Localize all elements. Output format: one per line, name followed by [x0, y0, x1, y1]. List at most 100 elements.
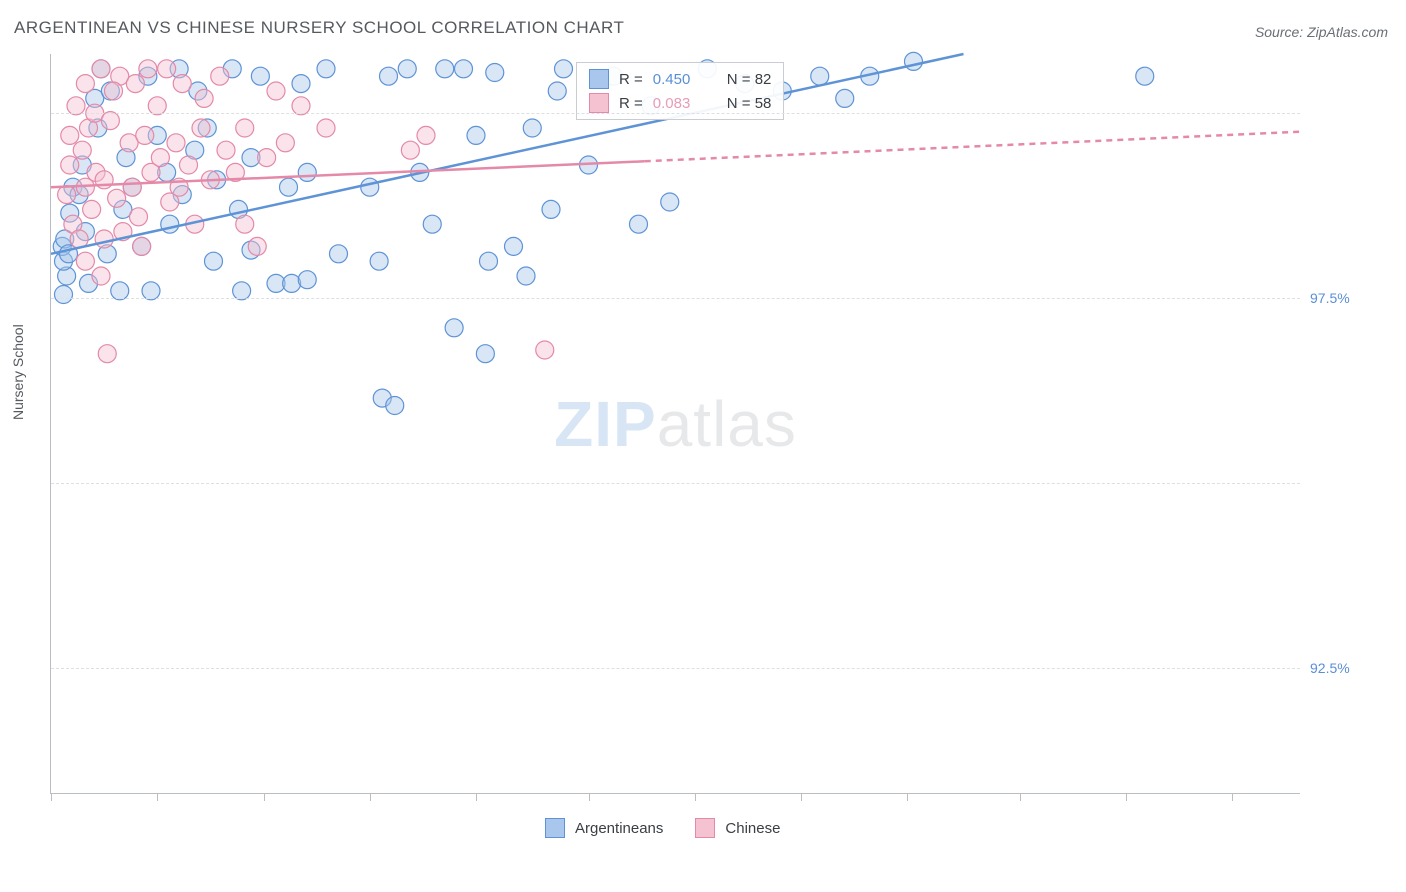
data-point[interactable]	[401, 141, 419, 159]
data-point[interactable]	[161, 215, 179, 233]
data-point[interactable]	[630, 215, 648, 233]
data-point[interactable]	[1136, 67, 1154, 85]
x-tick	[157, 793, 158, 801]
r-label: R =	[619, 71, 643, 88]
x-tick	[1232, 793, 1233, 801]
data-point[interactable]	[105, 82, 123, 100]
data-point[interactable]	[217, 141, 235, 159]
data-point[interactable]	[136, 126, 154, 144]
data-point[interactable]	[151, 149, 169, 167]
data-point[interactable]	[517, 267, 535, 285]
data-point[interactable]	[123, 178, 141, 196]
data-point[interactable]	[436, 60, 454, 78]
data-point[interactable]	[236, 119, 254, 137]
data-point[interactable]	[811, 67, 829, 85]
data-point[interactable]	[486, 64, 504, 82]
legend-swatch	[545, 818, 565, 838]
data-point[interactable]	[139, 60, 157, 78]
data-point[interactable]	[76, 75, 94, 93]
data-point[interactable]	[142, 282, 160, 300]
data-point[interactable]	[317, 60, 335, 78]
data-point[interactable]	[67, 97, 85, 115]
data-point[interactable]	[555, 60, 573, 78]
data-point[interactable]	[292, 97, 310, 115]
data-point[interactable]	[98, 345, 116, 363]
legend-row: R =0.083N = 58	[585, 91, 775, 115]
legend-swatch	[589, 69, 609, 89]
data-point[interactable]	[205, 252, 223, 270]
data-point[interactable]	[370, 252, 388, 270]
data-point[interactable]	[467, 126, 485, 144]
data-point[interactable]	[236, 215, 254, 233]
data-point[interactable]	[108, 189, 126, 207]
scatter-plot-area: ZIPatlas R =0.450N = 82R =0.083N = 58 92…	[50, 54, 1300, 794]
data-point[interactable]	[58, 186, 76, 204]
r-value: 0.450	[653, 71, 705, 88]
data-point[interactable]	[280, 178, 298, 196]
data-point[interactable]	[61, 126, 79, 144]
data-point[interactable]	[73, 141, 91, 159]
data-point[interactable]	[133, 237, 151, 255]
data-point[interactable]	[180, 156, 198, 174]
data-point[interactable]	[380, 67, 398, 85]
x-tick	[801, 793, 802, 801]
data-point[interactable]	[292, 75, 310, 93]
data-point[interactable]	[248, 237, 266, 255]
data-point[interactable]	[83, 200, 101, 218]
data-point[interactable]	[126, 75, 144, 93]
data-point[interactable]	[267, 82, 285, 100]
data-point[interactable]	[192, 119, 210, 137]
data-point[interactable]	[195, 89, 213, 107]
data-point[interactable]	[92, 267, 110, 285]
data-point[interactable]	[445, 319, 463, 337]
data-point[interactable]	[95, 230, 113, 248]
data-point[interactable]	[130, 208, 148, 226]
data-point[interactable]	[283, 274, 301, 292]
data-point[interactable]	[476, 345, 494, 363]
y-tick-label: 92.5%	[1310, 660, 1380, 676]
data-point[interactable]	[386, 397, 404, 415]
data-point[interactable]	[298, 163, 316, 181]
data-point[interactable]	[455, 60, 473, 78]
x-tick	[589, 793, 590, 801]
data-point[interactable]	[167, 134, 185, 152]
data-point[interactable]	[536, 341, 554, 359]
data-point[interactable]	[298, 271, 316, 289]
data-point[interactable]	[317, 119, 335, 137]
data-point[interactable]	[251, 67, 269, 85]
data-point[interactable]	[211, 67, 229, 85]
data-point[interactable]	[111, 282, 129, 300]
r-label: R =	[619, 95, 643, 112]
data-point[interactable]	[233, 282, 251, 300]
x-tick	[370, 793, 371, 801]
data-point[interactable]	[148, 97, 166, 115]
correlation-legend: R =0.450N = 82R =0.083N = 58	[576, 62, 784, 120]
data-point[interactable]	[361, 178, 379, 196]
data-point[interactable]	[548, 82, 566, 100]
data-point[interactable]	[55, 286, 73, 304]
data-point[interactable]	[92, 60, 110, 78]
data-point[interactable]	[505, 237, 523, 255]
data-point[interactable]	[158, 60, 176, 78]
data-point[interactable]	[76, 252, 94, 270]
x-tick	[264, 793, 265, 801]
data-point[interactable]	[905, 52, 923, 70]
data-point[interactable]	[398, 60, 416, 78]
data-point[interactable]	[836, 89, 854, 107]
legend-swatch	[589, 93, 609, 113]
data-point[interactable]	[542, 200, 560, 218]
series-legend: ArgentineansChinese	[545, 818, 802, 838]
trend-line	[51, 161, 645, 187]
data-point[interactable]	[276, 134, 294, 152]
data-point[interactable]	[523, 119, 541, 137]
data-point[interactable]	[258, 149, 276, 167]
data-point[interactable]	[423, 215, 441, 233]
data-point[interactable]	[61, 156, 79, 174]
data-point[interactable]	[330, 245, 348, 263]
data-point[interactable]	[173, 75, 191, 93]
data-point[interactable]	[101, 112, 119, 130]
data-point[interactable]	[417, 126, 435, 144]
data-point[interactable]	[480, 252, 498, 270]
data-point[interactable]	[661, 193, 679, 211]
r-value: 0.083	[653, 95, 705, 112]
